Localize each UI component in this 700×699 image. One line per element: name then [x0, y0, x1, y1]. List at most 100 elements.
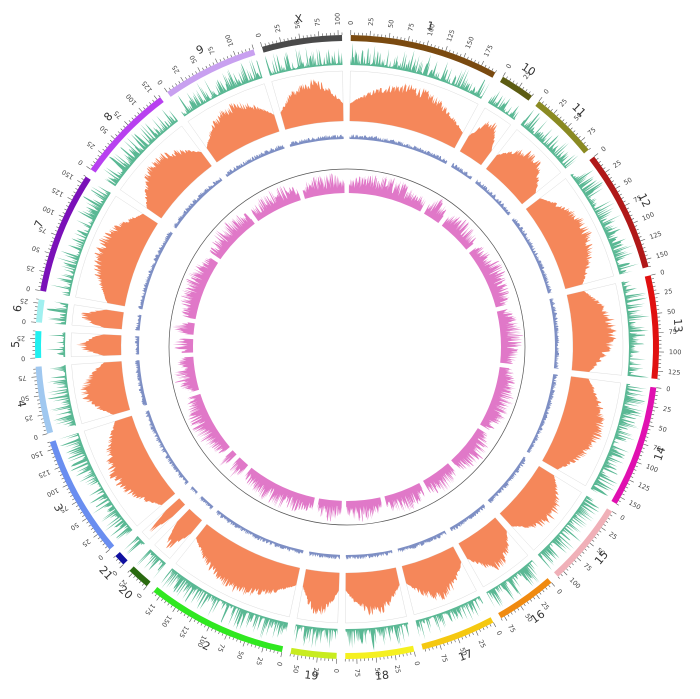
- histogram-track-19: [293, 624, 338, 649]
- tick-label: 75: [216, 643, 227, 654]
- tick-label: 50: [235, 650, 245, 660]
- orange-track-frame: [345, 567, 407, 624]
- tick-label: 0: [332, 669, 340, 673]
- tick-label: 0: [495, 629, 504, 636]
- histogram-track-13: [621, 281, 650, 378]
- tick-mark: [61, 477, 64, 480]
- tick-label: 150: [464, 35, 476, 50]
- orange-track-frame: [541, 376, 621, 487]
- tick-mark: [40, 418, 44, 420]
- tick-mark: [633, 469, 637, 471]
- tick-mark: [601, 527, 606, 531]
- tick-mark: [33, 395, 39, 398]
- tick-mark: [102, 148, 105, 151]
- tick-mark: [542, 589, 545, 593]
- orange-track-9: [206, 101, 280, 163]
- tick-mark: [657, 312, 663, 314]
- tick-mark: [154, 593, 157, 597]
- tick-label: 25: [664, 287, 674, 296]
- tick-mark: [632, 472, 635, 475]
- tick-mark: [261, 647, 264, 653]
- orange-track-20: [165, 509, 202, 549]
- histogram-track-14: [590, 383, 648, 496]
- tick-mark: [454, 639, 456, 643]
- tick-label: 75: [353, 669, 361, 678]
- tick-mark: [481, 60, 484, 66]
- chromosome-label-10: 10: [519, 60, 538, 79]
- tick-mark: [221, 633, 224, 636]
- blue-track-4: [134, 360, 148, 406]
- tick-mark: [158, 94, 161, 98]
- orange-track-frame: [119, 125, 212, 219]
- tick-label: 75: [652, 443, 662, 453]
- tick-mark: [541, 101, 544, 104]
- tick-mark: [456, 52, 458, 56]
- tick-mark: [283, 38, 285, 42]
- tick-mark: [598, 160, 601, 163]
- pink-track-12: [468, 247, 510, 308]
- tick-mark: [164, 87, 168, 93]
- orange-track-frame: [71, 361, 131, 425]
- tick-mark: [388, 32, 391, 38]
- tick-label: 0: [156, 78, 165, 86]
- tick-mark: [553, 109, 558, 114]
- pink-track-1: [348, 174, 426, 212]
- tick-mark: [482, 627, 485, 631]
- tick-mark: [648, 265, 652, 268]
- tick-mark: [647, 262, 650, 264]
- tick-mark: [236, 638, 238, 642]
- tick-mark: [651, 278, 655, 280]
- tick-mark: [62, 484, 68, 488]
- chromosome-19-band: [290, 647, 337, 659]
- tick-label: 0: [600, 145, 608, 154]
- tick-mark: [445, 46, 448, 52]
- tick-mark: [137, 112, 140, 115]
- orange-track-19: [302, 569, 340, 616]
- chromosome-13-band: [644, 275, 659, 379]
- tick-label: 75: [668, 328, 677, 336]
- tick-mark: [575, 133, 579, 136]
- tick-mark: [75, 505, 79, 507]
- pink-track-8: [209, 212, 255, 260]
- tick-mark: [424, 648, 427, 652]
- tick-mark: [488, 66, 490, 70]
- tick-mark: [647, 429, 651, 431]
- tick-mark: [107, 142, 110, 145]
- tick-mark: [645, 254, 648, 256]
- tick-mark: [55, 463, 58, 466]
- chromosome-2-band: [153, 587, 284, 653]
- tick-label: 0: [619, 513, 627, 522]
- tick-mark: [617, 190, 621, 193]
- tick-mark: [596, 533, 600, 536]
- tick-label: 25: [607, 530, 618, 541]
- tick-mark: [603, 524, 606, 527]
- tick-mark: [164, 600, 167, 604]
- tick-mark: [548, 584, 551, 588]
- tick-mark: [35, 289, 41, 291]
- tick-mark: [79, 511, 83, 514]
- tick-mark: [641, 243, 645, 245]
- tick-mark: [465, 635, 467, 639]
- tick-mark: [39, 270, 45, 273]
- tick-mark: [205, 65, 208, 69]
- orange-track-5: [76, 334, 122, 356]
- tick-mark: [44, 259, 48, 261]
- tick-mark: [218, 631, 220, 635]
- orange-track-frame: [525, 178, 615, 290]
- tick-label: 25: [558, 97, 569, 109]
- tick-mark: [48, 248, 51, 250]
- tick-mark: [489, 624, 492, 627]
- tick-label: 75: [206, 45, 217, 56]
- orange-track-8: [144, 149, 212, 219]
- tick-mark: [188, 75, 191, 78]
- tick-label: 100: [334, 13, 342, 26]
- tick-mark: [584, 548, 587, 551]
- tick-mark: [596, 157, 599, 160]
- pink-track-14: [480, 367, 517, 430]
- tick-mark: [248, 48, 251, 51]
- tick-mark: [95, 158, 98, 161]
- tick-label: 50: [188, 54, 199, 65]
- tick-mark: [110, 135, 115, 140]
- tick-mark: [138, 107, 143, 112]
- pink-track-21: [218, 450, 237, 466]
